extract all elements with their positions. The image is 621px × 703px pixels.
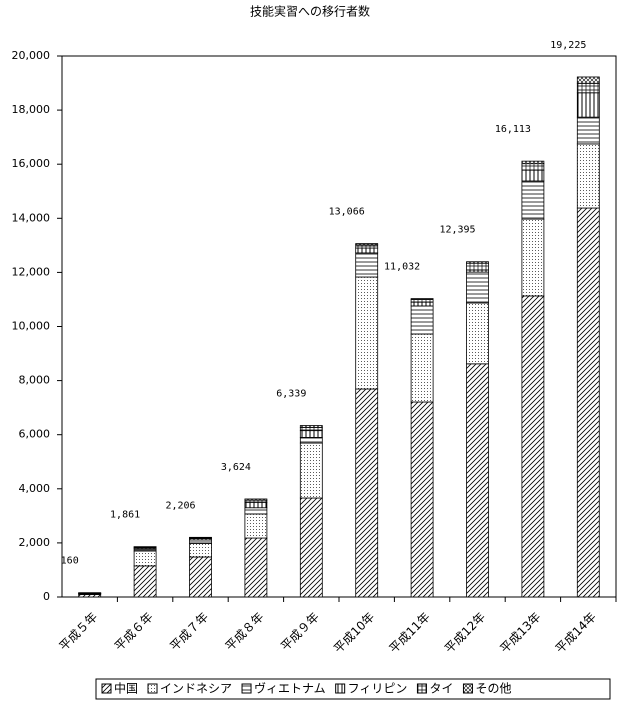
bar-segment — [410, 298, 434, 300]
legend-label: フィリピン — [348, 682, 408, 696]
bar-segment — [133, 550, 157, 567]
bar-segment — [521, 163, 545, 171]
bar-segment — [299, 437, 323, 444]
chart-title: 技能実習への移行者数 — [250, 4, 370, 19]
bar-segment — [576, 82, 600, 94]
bar-segment — [410, 401, 434, 598]
bar-segment — [576, 92, 600, 118]
bar-segment — [244, 498, 268, 501]
total-label: 13,066 — [329, 207, 365, 218]
bar-segment — [299, 430, 323, 438]
y-tick-label: 8,000 — [19, 374, 51, 387]
total-label: 12,395 — [439, 225, 475, 236]
bar-segment — [244, 537, 268, 598]
legend-frame — [95, 678, 611, 700]
x-tick-label: 平成７年 — [167, 610, 211, 654]
bar-segment — [133, 565, 157, 598]
bar-segment — [299, 425, 323, 428]
bar-segment — [466, 302, 489, 365]
total-label: 1,861 — [110, 510, 140, 521]
bar-segment — [244, 507, 268, 515]
legend-swatch — [147, 683, 158, 694]
bar-segment — [189, 543, 212, 558]
x-tick-label: 平成10年 — [331, 610, 377, 656]
bar-segment — [299, 442, 323, 499]
y-tick-label: 10,000 — [12, 320, 51, 333]
bar-segment — [410, 305, 434, 335]
y-tick-label: 2,000 — [19, 536, 51, 549]
bar-segment — [244, 501, 268, 509]
y-tick-label: 12,000 — [12, 265, 51, 278]
x-tick-label: 平成11年 — [387, 610, 433, 656]
bar-segment — [466, 261, 489, 264]
bar-segment — [299, 497, 323, 598]
legend-swatch — [335, 683, 346, 694]
x-tick-label: 平成６年 — [112, 610, 156, 654]
x-tick-label: 平成５年 — [56, 610, 100, 654]
bar-segment — [410, 299, 434, 303]
x-tick-label: 平成12年 — [442, 610, 488, 656]
x-tick-label: 平成９年 — [278, 610, 322, 654]
total-label: 2,206 — [165, 500, 195, 511]
bar-segment — [355, 243, 379, 246]
bar-segment — [299, 426, 323, 432]
legend-swatch — [241, 683, 252, 694]
x-tick-label: 平成８年 — [223, 610, 267, 654]
bar-segment — [355, 276, 379, 390]
bar-segment — [521, 169, 545, 182]
total-label: 19,225 — [550, 40, 586, 51]
y-tick-label: 0 — [43, 590, 50, 603]
y-tick-label: 14,000 — [12, 211, 51, 224]
bar-segment — [521, 160, 545, 165]
y-tick-label: 4,000 — [19, 482, 51, 495]
bar-segment — [466, 271, 489, 304]
x-tick-label: 平成13年 — [497, 610, 543, 656]
bar-segment — [521, 218, 545, 297]
legend-label: インドネシア — [160, 682, 232, 696]
legend-label: 中国 — [114, 681, 138, 696]
legend-swatch — [416, 683, 427, 694]
legend-swatch — [101, 683, 112, 694]
bar-segment — [576, 207, 600, 598]
legend-label: ヴィエトナム — [254, 681, 326, 696]
legend: 中国 インドネシア ヴィエトナム フィリピン タイ その他 — [95, 678, 611, 700]
bar-segment — [466, 363, 489, 598]
bar-segment — [355, 388, 379, 598]
bar-segment — [410, 301, 434, 307]
total-label: 11,032 — [384, 262, 420, 273]
legend-swatch — [462, 683, 473, 694]
bar-segment — [576, 116, 600, 145]
y-tick-label: 16,000 — [12, 157, 51, 170]
legend-label: タイ — [429, 682, 453, 696]
total-label: 160 — [61, 556, 79, 567]
bar-segment — [189, 556, 212, 598]
x-tick-label: 平成14年 — [553, 610, 599, 656]
legend-label: その他 — [475, 682, 511, 696]
y-tick-label: 20,000 — [12, 49, 51, 62]
bar-segment — [355, 252, 379, 278]
bar-segment — [521, 295, 545, 598]
total-label: 3,624 — [221, 462, 251, 473]
y-tick-label: 18,000 — [12, 103, 51, 116]
bar-segment — [521, 180, 545, 220]
bar-segment — [189, 539, 212, 544]
bar-segment — [355, 247, 379, 254]
bar-segment — [355, 244, 379, 249]
bar-segment — [466, 262, 489, 271]
total-label: 16,113 — [495, 124, 531, 135]
total-label: 6,339 — [276, 389, 306, 400]
bar-segment — [576, 143, 600, 209]
bar-segment — [410, 333, 434, 403]
bar-segment — [244, 513, 268, 539]
y-tick-label: 6,000 — [19, 428, 51, 441]
bar-segment — [576, 76, 600, 84]
